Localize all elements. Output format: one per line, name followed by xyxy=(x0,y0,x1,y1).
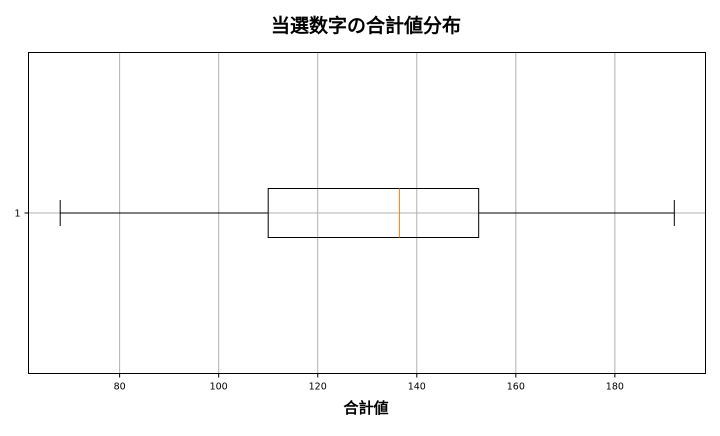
x-tick-label: 140 xyxy=(408,382,426,393)
iqr-box xyxy=(267,188,480,238)
x-tick-label: 80 xyxy=(114,382,126,393)
x-tick-label: 160 xyxy=(507,382,525,393)
x-axis-label: 合計値 xyxy=(342,399,388,417)
x-tick-label: 120 xyxy=(309,382,327,393)
y-tick-label: 1 xyxy=(14,209,20,220)
chart-title: 当選数字の合計値分布 xyxy=(271,14,461,37)
x-tick-label: 100 xyxy=(210,382,228,393)
x-tick-label: 180 xyxy=(606,382,624,393)
